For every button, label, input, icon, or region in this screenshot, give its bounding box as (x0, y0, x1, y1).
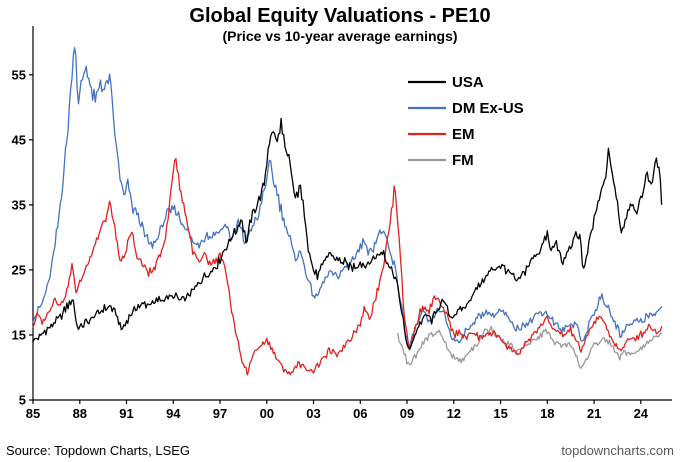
series-line-usa (32, 117, 663, 350)
y-axis-tick-label: 35 (12, 197, 26, 212)
legend-label: FM (452, 152, 474, 169)
x-axis-tick-label: 00 (260, 406, 274, 421)
y-axis-tick-label: 25 (12, 262, 26, 277)
x-axis-tick-label: 18 (540, 406, 554, 421)
y-axis-tick-label: 5 (19, 393, 26, 408)
series-line-fm (397, 325, 662, 370)
y-axis-tick-label: 45 (12, 132, 26, 147)
legend-label: DM Ex-US (452, 100, 524, 117)
x-axis-tick-label: 85 (26, 406, 40, 421)
y-axis-tick-label: 55 (12, 67, 26, 82)
series-line-em (32, 157, 663, 376)
x-axis-tick-label: 21 (587, 406, 601, 421)
website-label: topdowncharts.com (561, 443, 674, 458)
x-axis-tick-label: 09 (400, 406, 414, 421)
footer: Source: Topdown Charts, LSEG topdownchar… (6, 443, 674, 458)
series-line-dm-ex-us (32, 47, 663, 349)
legend: USA DM Ex-US EM FM (408, 74, 524, 169)
legend-label: EM (452, 126, 475, 143)
axes: 5 15 25 35 45 55 85 88 91 94 97 00 03 06 09 12 15 18 21 24 (12, 26, 672, 421)
y-axis-tick-label: 15 (12, 328, 26, 343)
x-axis-tick-label: 06 (353, 406, 367, 421)
source-label: Source: Topdown Charts, LSEG (6, 443, 191, 458)
legend-label: USA (452, 74, 484, 91)
x-axis-tick-label: 03 (306, 406, 320, 421)
x-axis-tick-label: 12 (447, 406, 461, 421)
x-axis-tick-label: 97 (213, 406, 227, 421)
x-axis-tick-label: 91 (119, 406, 133, 421)
x-axis-tick-label: 94 (166, 406, 181, 421)
x-axis-tick-label: 15 (493, 406, 507, 421)
x-axis-tick-label: 88 (73, 406, 87, 421)
x-axis-tick-label: 24 (634, 406, 649, 421)
